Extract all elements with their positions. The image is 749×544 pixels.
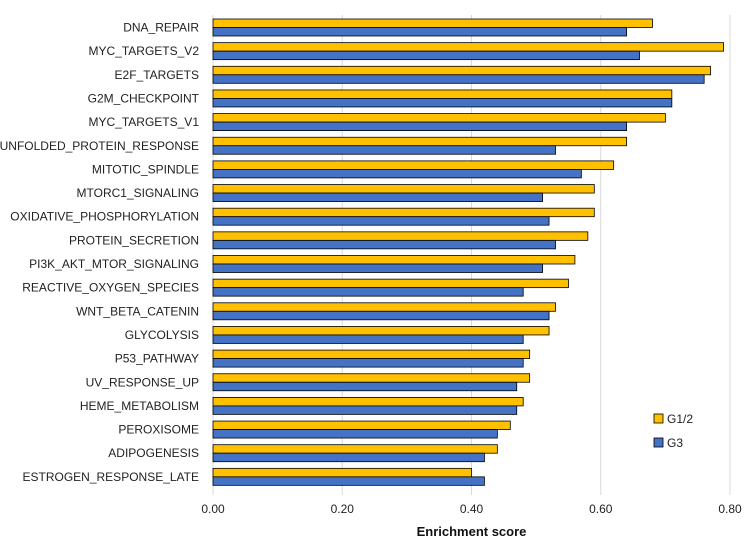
bar-g1-2 [212,255,576,265]
category-label: HEME_METABOLISM [80,399,199,413]
legend: G1/2 G3 [653,412,693,450]
bar-g1-2 [212,207,595,218]
category-label: UNFOLDED_PROTEIN_RESPONSE [0,139,199,153]
category-label: MYC_TARGETS_V1 [89,115,200,129]
bar-g1-2 [212,18,653,28]
category-label: PI3K_AKT_MTOR_SIGNALING [29,257,199,271]
bar-g3 [212,263,543,273]
bar-g1-2 [212,420,511,430]
bar-g1-2 [212,89,673,99]
bar-g1-2 [212,113,666,123]
bar-g3 [212,121,628,131]
x-tick-label: 0.80 [718,502,742,516]
category-label: GLYCOLYSIS [125,328,199,342]
category-label: P53_PATHWAY [115,352,199,366]
bar-g1-2 [212,278,569,289]
bar-g1-2 [212,326,550,336]
bar-g3 [212,74,705,84]
bar-g3 [212,452,485,463]
category-label: UV_RESPONSE_UP [86,375,199,389]
bar-g3 [212,168,582,179]
category-label: REACTIVE_OXYGEN_SPECIES [22,281,199,295]
bar-g1-2 [212,349,531,360]
bar-g1-2 [212,136,628,147]
category-label: OXIDATIVE_PHOSPHORYLATION [10,210,199,224]
category-label: WNT_BETA_CATENIN [76,304,199,318]
category-labels: DNA_REPAIR MYC_TARGETS_V2 E2F_TARGETS G2M_C… [0,21,200,484]
bar-g3 [212,405,518,415]
bars [212,18,724,486]
bar-g3 [212,476,485,486]
bar-g1-2 [212,42,724,52]
category-label: DNA_REPAIR [123,21,199,35]
category-label: E2F_TARGETS [115,68,199,82]
bar-g3 [212,310,550,321]
bar-g3 [212,239,556,250]
category-label: MTORC1_SIGNALING [77,186,199,200]
bar-g1-2 [212,160,615,170]
x-tick-label: 0.60 [589,502,613,516]
category-label: PEROXISOME [118,423,199,437]
legend-label: G1/2 [667,412,693,426]
bar-g1-2 [212,444,498,454]
bar-g1-2 [212,467,472,478]
category-label: ESTROGEN_RESPONSE_LATE [23,470,200,484]
bar-g1-2 [212,302,556,312]
legend-swatch [653,413,664,424]
category-label: MYC_TARGETS_V2 [89,44,200,58]
bar-g3 [212,27,628,37]
bar-g3 [212,50,640,61]
bar-g3 [212,429,498,439]
x-tick-labels: 0.00 0.20 0.40 0.60 0.80 [201,502,742,516]
bar-g1-2 [212,184,595,194]
bar-g3 [212,216,550,226]
bar-g1-2 [212,396,524,407]
x-tick-label: 0.00 [201,502,225,516]
x-tick-label: 0.20 [331,502,355,516]
bar-g3 [212,192,543,202]
x-axis-title: Enrichment score [417,524,527,539]
category-label: MITOTIC_SPINDLE [92,162,199,176]
bar-g3 [212,98,673,108]
bar-g3 [212,334,524,344]
legend-swatch [653,437,664,448]
bar-g3 [212,358,524,368]
bar-g1-2 [212,231,589,241]
bar-g1-2 [212,65,712,76]
bar-g3 [212,287,524,297]
bar-g3 [212,145,556,155]
category-label: PROTEIN_SECRETION [69,233,199,247]
bar-g3 [212,381,518,392]
category-label: G2M_CHECKPOINT [88,91,200,105]
bar-g1-2 [212,373,531,383]
x-tick-label: 0.40 [460,502,484,516]
legend-label: G3 [667,436,683,450]
category-label: ADIPOGENESIS [108,446,199,460]
